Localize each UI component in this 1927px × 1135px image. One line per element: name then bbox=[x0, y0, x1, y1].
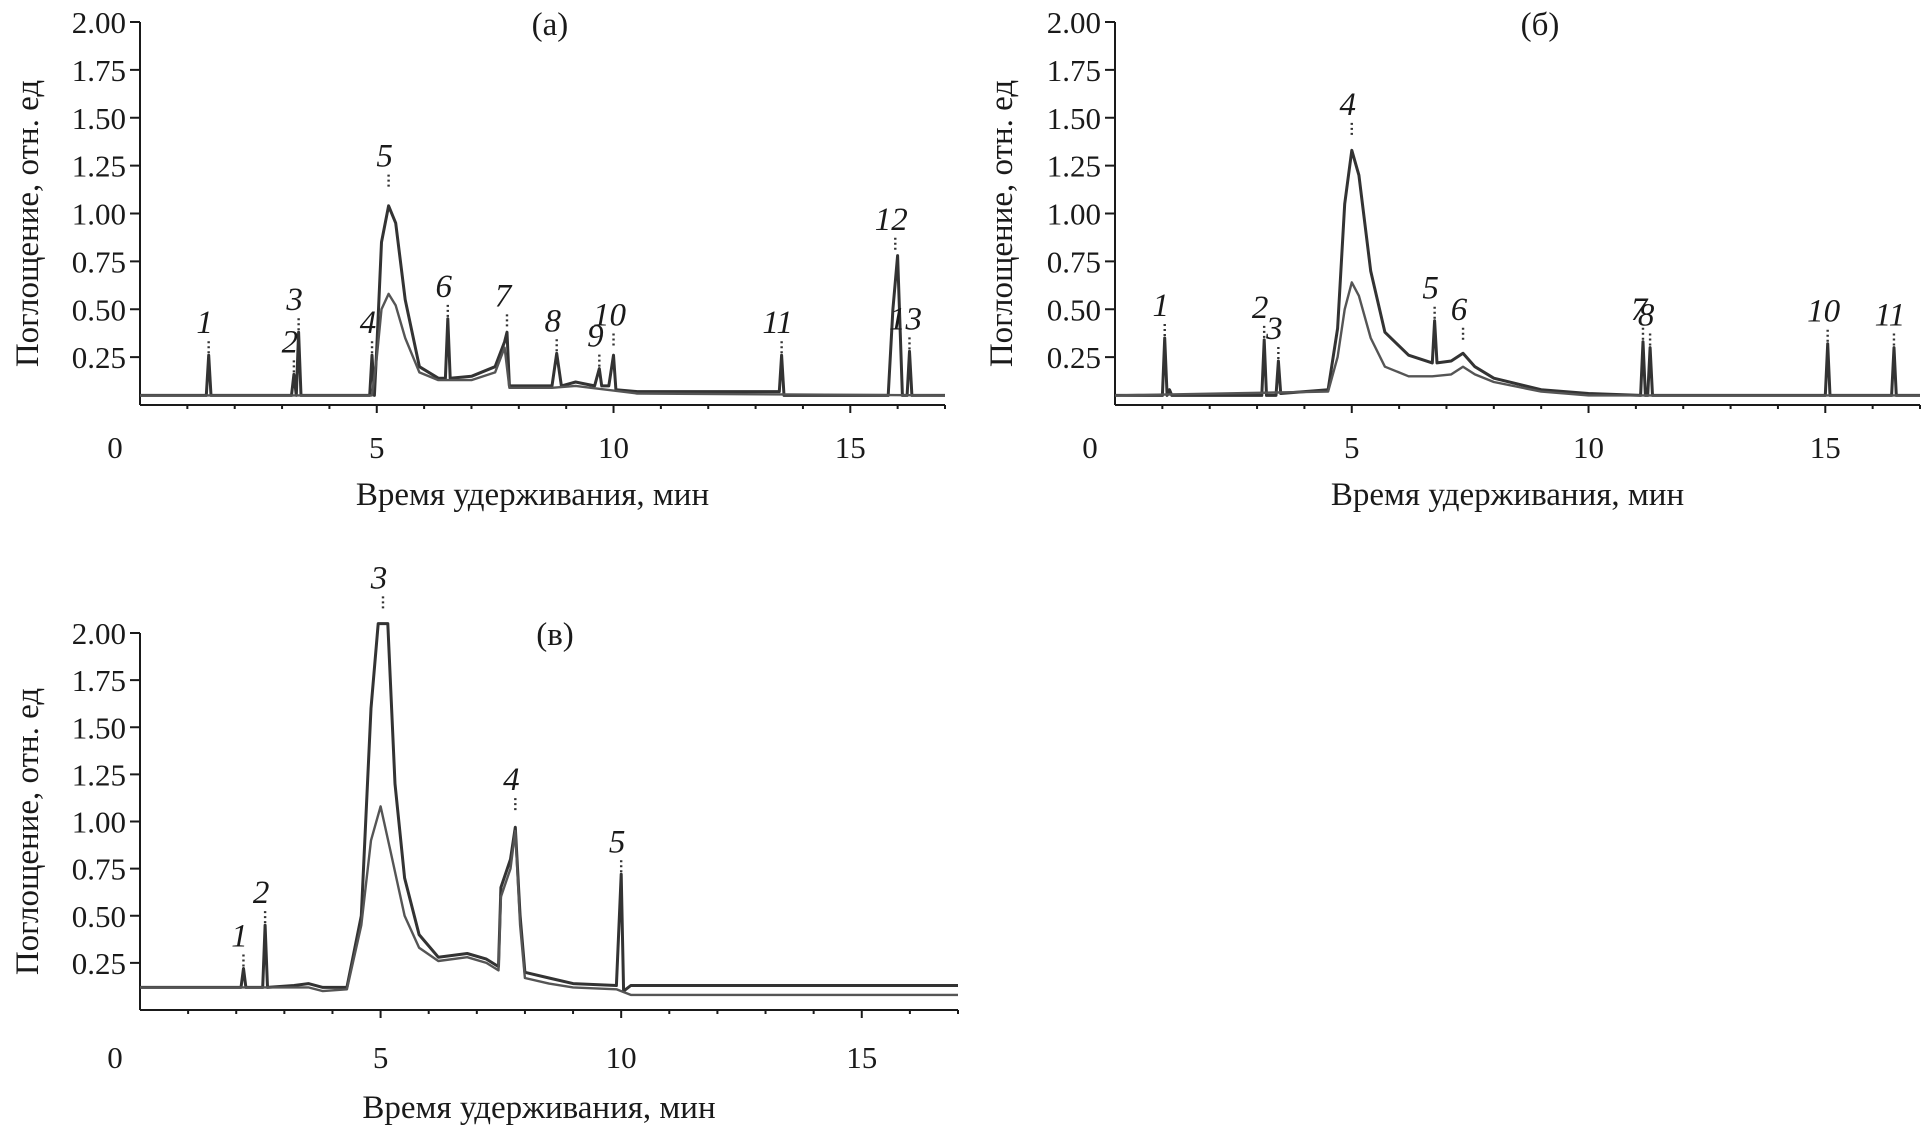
x-tick-label: 0 bbox=[107, 1040, 123, 1075]
peak-label: 10 bbox=[593, 298, 627, 334]
y-tick-label: 0.25 bbox=[1047, 340, 1101, 375]
y-tick-label: 1.25 bbox=[72, 757, 126, 792]
x-tick-label: 5 bbox=[1344, 430, 1360, 465]
y-tick-label: 1.25 bbox=[1047, 149, 1101, 184]
x-axis-title: Время удерживания, мин bbox=[1331, 477, 1684, 513]
peak-label: 3 bbox=[370, 560, 388, 596]
peak-label: 13 bbox=[889, 301, 922, 337]
y-tick-label: 0.50 bbox=[72, 899, 126, 934]
peak-label: 1 bbox=[196, 305, 213, 341]
x-tick-label: 5 bbox=[373, 1040, 389, 1075]
peak-label: 8 bbox=[544, 303, 561, 339]
x-tick-label: 15 bbox=[846, 1040, 877, 1075]
x-tick-label: 10 bbox=[606, 1040, 637, 1075]
chart-panel-v: 0.250.500.751.001.251.501.752.000 5 10 15Вр… bbox=[10, 560, 959, 1126]
x-tick-label: 10 bbox=[1573, 430, 1604, 465]
x-axis-title: Время удерживания, мин bbox=[362, 1090, 715, 1126]
series-line-2 bbox=[140, 292, 946, 397]
x-tick-label: 0 bbox=[1082, 430, 1098, 465]
peak-label: 4 bbox=[360, 305, 377, 341]
y-tick-label: 0.25 bbox=[72, 340, 126, 375]
peak-label: 1 bbox=[231, 919, 248, 955]
y-tick-label: 1.50 bbox=[72, 710, 126, 745]
peak-label: 12 bbox=[875, 202, 908, 238]
peak-label: 7 bbox=[1631, 292, 1649, 328]
y-tick-label: 2.00 bbox=[1047, 5, 1101, 40]
peak-label: 5 bbox=[376, 139, 393, 175]
peak-label: 2 bbox=[253, 875, 270, 911]
peak-label: 4 bbox=[1340, 87, 1357, 123]
y-tick-label: 1.50 bbox=[72, 101, 126, 136]
series-line-2 bbox=[140, 805, 958, 997]
y-axis-title: Поглощение, отн. ед bbox=[10, 80, 46, 368]
series-line-1 bbox=[1115, 148, 1920, 397]
peak-label: 5 bbox=[1422, 271, 1439, 307]
y-tick-label: 2.00 bbox=[72, 5, 126, 40]
y-tick-label: 0.75 bbox=[72, 244, 126, 279]
peak-label: 6 bbox=[1451, 292, 1468, 328]
x-tick-label: 5 bbox=[369, 430, 385, 465]
series-line-1 bbox=[140, 204, 945, 397]
y-tick-label: 0.50 bbox=[72, 292, 126, 327]
x-tick-label: 15 bbox=[835, 430, 866, 465]
series-line-2 bbox=[1114, 281, 1920, 397]
y-tick-label: 0.50 bbox=[1047, 292, 1101, 327]
y-axis-title: Поглощение, отн. ед bbox=[10, 688, 46, 976]
y-tick-label: 1.75 bbox=[72, 53, 126, 88]
x-axis-title: Время удерживания, мин bbox=[356, 477, 709, 513]
peak-label: 9 bbox=[587, 319, 604, 355]
peak-label: 5 bbox=[609, 824, 626, 860]
chart-panel-a: 0.250.500.751.001.251.501.752.000 5 10 15Вр… bbox=[10, 5, 946, 513]
peak-label: 11 bbox=[1875, 298, 1906, 334]
peak-label: 10 bbox=[1807, 294, 1841, 330]
peak-label: 3 bbox=[1265, 311, 1283, 347]
y-tick-label: 0.75 bbox=[1047, 244, 1101, 279]
panel-label: (а) bbox=[532, 7, 569, 43]
y-tick-label: 1.00 bbox=[72, 805, 126, 840]
y-tick-label: 2.00 bbox=[72, 616, 126, 651]
y-tick-label: 1.00 bbox=[72, 197, 126, 232]
x-tick-label: 0 bbox=[107, 430, 123, 465]
y-axis-title: Поглощение, отн. ед bbox=[984, 80, 1020, 368]
peak-label: 8 bbox=[1638, 298, 1655, 334]
y-tick-label: 0.75 bbox=[72, 852, 126, 887]
y-tick-label: 1.00 bbox=[1047, 197, 1101, 232]
series-line-1 bbox=[140, 622, 958, 993]
y-tick-label: 1.25 bbox=[72, 149, 126, 184]
panel-label: (в) bbox=[536, 617, 574, 653]
peak-label: 4 bbox=[503, 762, 520, 798]
peak-label: 1 bbox=[1152, 288, 1169, 324]
x-tick-label: 10 bbox=[598, 430, 629, 465]
chart-panel-b: 0.250.500.751.001.251.501.752.000 5 10 15Вр… bbox=[984, 5, 1921, 513]
peak-label: 3 bbox=[285, 282, 303, 318]
x-tick-label: 15 bbox=[1810, 430, 1841, 465]
peak-label: 7 bbox=[495, 278, 513, 314]
panel-label: (б) bbox=[1521, 7, 1560, 43]
y-tick-label: 1.50 bbox=[1047, 101, 1101, 136]
y-tick-label: 1.75 bbox=[72, 663, 126, 698]
y-tick-label: 0.25 bbox=[72, 946, 126, 981]
peak-label: 2 bbox=[1252, 290, 1269, 326]
y-tick-label: 1.75 bbox=[1047, 53, 1101, 88]
peak-label: 11 bbox=[762, 305, 793, 341]
peak-label: 2 bbox=[282, 324, 299, 360]
peak-label: 6 bbox=[436, 269, 453, 305]
